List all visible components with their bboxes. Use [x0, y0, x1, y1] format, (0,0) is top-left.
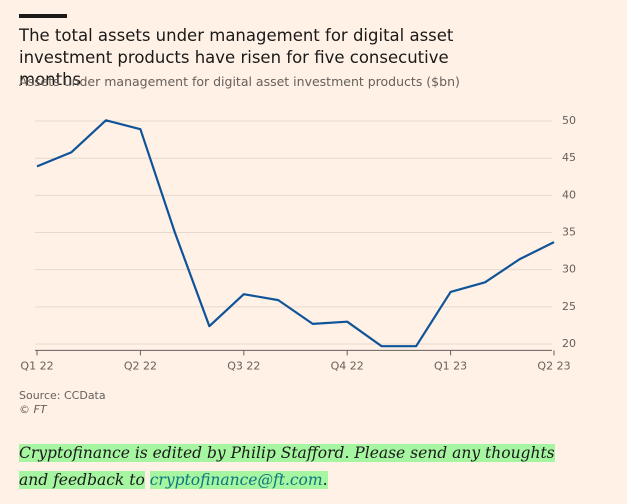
footer-end: .	[322, 471, 328, 489]
credit: © FT	[19, 403, 48, 416]
x-tick-label: Q1 22	[20, 359, 53, 372]
x-tick-label: Q4 22	[331, 359, 364, 372]
y-tick-label: 35	[562, 226, 576, 239]
chart: The total assets under management for di…	[18, 14, 576, 416]
chart-title: The total assets under management for di…	[18, 26, 454, 89]
title-bar	[19, 14, 67, 18]
chart-subtitle: Assets under management for digital asse…	[19, 74, 460, 89]
y-tick-label: 50	[562, 114, 576, 127]
x-tick-label: Q1 23	[434, 359, 467, 372]
y-tick-label: 30	[562, 263, 576, 276]
y-tick-label: 40	[562, 188, 576, 201]
x-tick-label: Q2 22	[124, 359, 157, 372]
x-tick-label: Q2 23	[537, 359, 570, 372]
y-tick-label: 25	[562, 300, 576, 313]
footer: Cryptofinance is edited by Philip Staffo…	[19, 440, 579, 494]
line-series	[36, 119, 555, 348]
y-tick-label: 45	[562, 151, 576, 164]
y-tick-label: 20	[562, 337, 576, 350]
x-tick-label: Q3 22	[227, 359, 260, 372]
footer-link[interactable]: cryptofinance@ft.com	[149, 471, 323, 489]
source: Source: CCData	[19, 389, 106, 402]
